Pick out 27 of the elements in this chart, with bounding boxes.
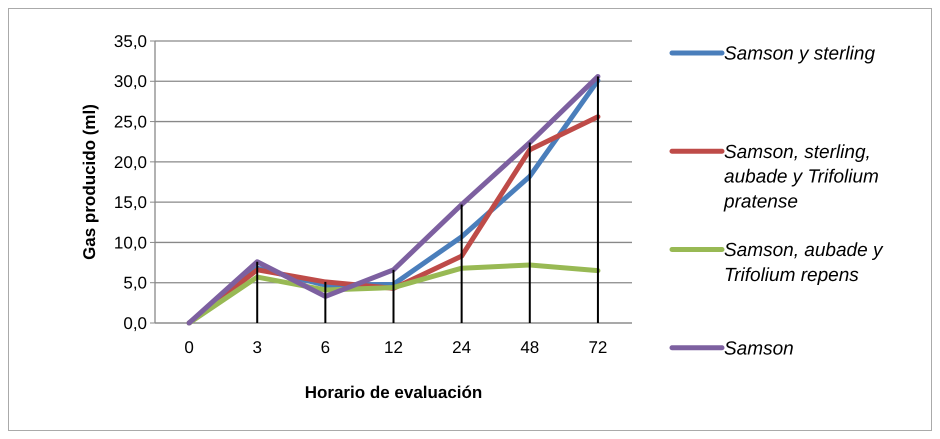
x-tick-label: 24 bbox=[452, 338, 472, 357]
legend-label: Samson, aubade y Trifolium repens bbox=[724, 240, 884, 286]
y-tick-label: 15,0 bbox=[114, 193, 147, 212]
legend-label: Samson, sterling, aubade y Trifolium pratense bbox=[723, 142, 879, 212]
x-axis-title: Horario de evaluación bbox=[304, 383, 482, 402]
bar bbox=[392, 270, 394, 323]
x-tick-label: 72 bbox=[588, 338, 608, 357]
legend-label: Samson y sterling bbox=[724, 44, 876, 65]
y-tick-label: 20,0 bbox=[114, 152, 147, 172]
y-tick-label: 30,0 bbox=[114, 72, 147, 92]
x-tick-label: 3 bbox=[252, 338, 262, 357]
bar bbox=[596, 76, 599, 323]
legend-label: Samson bbox=[724, 338, 794, 360]
y-tick-label: 35,0 bbox=[114, 32, 147, 51]
bar bbox=[256, 262, 258, 323]
bar bbox=[324, 282, 326, 323]
y-tick-label: 5,0 bbox=[123, 274, 147, 293]
x-tick-label: 12 bbox=[384, 338, 403, 357]
y-tick-label: 10,0 bbox=[114, 233, 147, 252]
y-tick-label: 25,0 bbox=[114, 112, 147, 132]
bar bbox=[528, 142, 531, 323]
bar bbox=[460, 204, 463, 323]
x-tick-label: 48 bbox=[520, 338, 540, 357]
y-tick-label: 0,0 bbox=[123, 314, 147, 333]
x-tick-label: 6 bbox=[320, 338, 330, 357]
x-tick-label: 0 bbox=[184, 338, 194, 357]
y-axis-title: Gas producido (ml) bbox=[80, 104, 99, 260]
